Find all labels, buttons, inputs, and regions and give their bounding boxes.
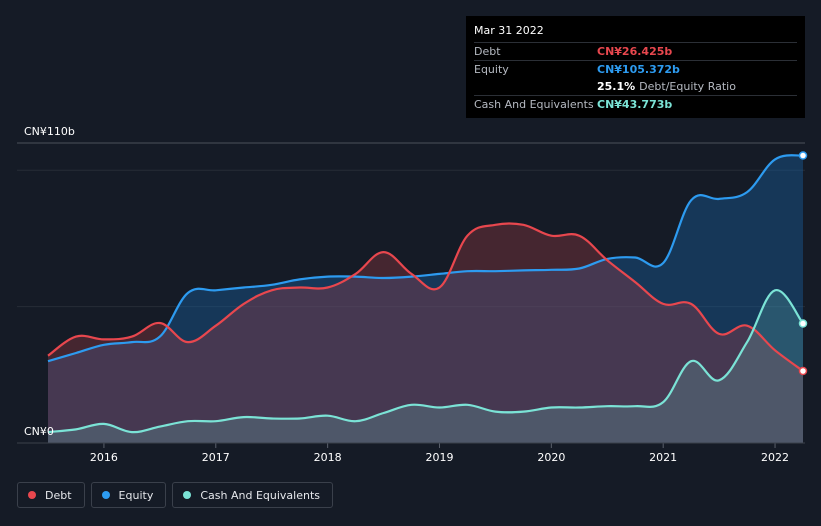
debt-end-marker <box>798 366 808 376</box>
tooltip-value: CN¥26.425b <box>597 45 673 58</box>
legend-item-cash[interactable]: Cash And Equivalents <box>172 482 333 508</box>
tooltip-row-ratio: 25.1% Debt/Equity Ratio <box>474 78 797 95</box>
tooltip-value: CN¥105.372b <box>597 63 680 76</box>
series-end-markers <box>798 151 808 376</box>
equity-line <box>47 154 804 363</box>
series-areas <box>48 155 803 443</box>
tooltip-label: Debt <box>474 45 501 58</box>
equity-end-marker <box>798 151 808 160</box>
series-lines <box>47 154 804 434</box>
tooltip-row-debt: Debt CN¥26.425b <box>474 42 797 60</box>
legend-label: Debt <box>45 488 72 502</box>
legend-item-debt[interactable]: Debt <box>17 482 85 508</box>
legend-label: Cash And Equivalents <box>200 488 320 502</box>
cash-and-equivalents-line <box>47 289 804 434</box>
y-axis-bottom-label: CN¥0 <box>24 425 54 438</box>
legend-label: Equity <box>118 488 154 502</box>
x-tick-label: 2019 <box>425 451 453 464</box>
cash-and-equivalents-end-marker <box>798 319 808 328</box>
tooltip-date: Mar 31 2022 <box>474 24 544 37</box>
chart-legend: Debt Equity Cash And Equivalents <box>17 482 333 508</box>
x-tick-label: 2020 <box>537 451 565 464</box>
x-tick-label: 2022 <box>761 451 789 464</box>
x-tick-label: 2017 <box>202 451 230 464</box>
debt-area <box>48 223 803 443</box>
x-tick-label: 2016 <box>90 451 118 464</box>
tooltip-label: Cash And Equivalents <box>474 98 594 111</box>
y-axis-top-label: CN¥110b <box>24 125 75 138</box>
tooltip-value: 25.1% <box>597 80 636 93</box>
legend-dot-icon <box>28 491 36 499</box>
cash-and-equivalents-area <box>48 290 803 443</box>
tooltip-label: Equity <box>474 63 509 76</box>
x-tick-label: 2021 <box>649 451 677 464</box>
equity-area <box>48 155 803 443</box>
tooltip-value: CN¥43.773b <box>597 98 673 111</box>
x-tick-label: 2018 <box>314 451 342 464</box>
legend-item-equity[interactable]: Equity <box>90 482 167 508</box>
tooltip-extra: Debt/Equity Ratio <box>639 80 736 93</box>
legend-dot-icon <box>183 491 192 499</box>
tooltip-row-equity: Equity CN¥105.372b <box>474 60 797 78</box>
data-tooltip: Mar 31 2022 Debt CN¥26.425b Equity CN¥10… <box>466 16 805 118</box>
axis-labels: CN¥110b CN¥0 2016 2017 2018 2019 2020 2021 202… <box>17 125 805 464</box>
debt-line <box>47 222 804 372</box>
legend-dot-icon <box>101 491 110 499</box>
tooltip-row-cash: Cash And Equivalents CN¥43.773b <box>474 95 797 113</box>
tooltip-label <box>474 78 597 95</box>
